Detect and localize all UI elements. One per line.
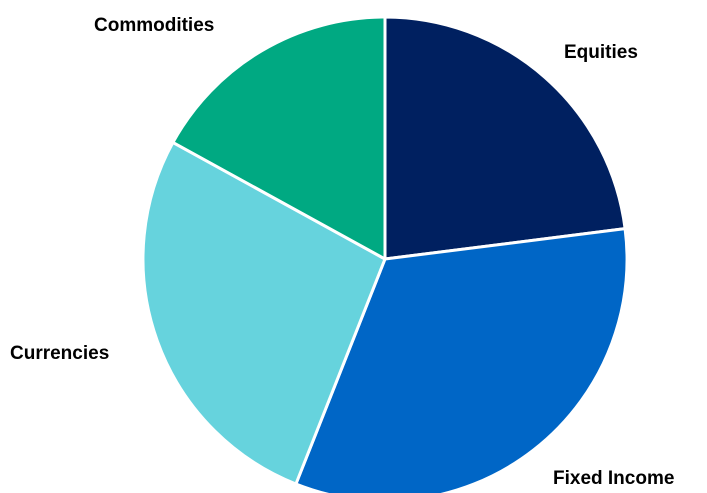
pie-slice-commodities bbox=[171, 15, 387, 261]
pie-slices bbox=[141, 15, 629, 493]
label-equities: Equities bbox=[564, 42, 638, 63]
pie-slice-fixed-income bbox=[294, 227, 629, 493]
label-currencies: Currencies bbox=[10, 343, 109, 364]
pie-slice-currencies bbox=[141, 140, 387, 486]
label-commodities: Commodities bbox=[94, 15, 214, 36]
pie-slice-equities bbox=[383, 15, 627, 261]
label-fixed-income: Fixed Income bbox=[553, 468, 674, 489]
